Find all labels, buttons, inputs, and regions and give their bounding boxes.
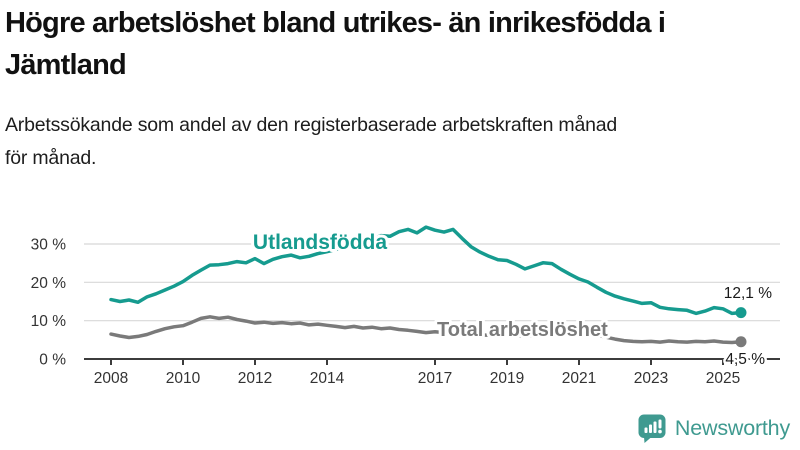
series-end-dot-total-arbetsl-shet xyxy=(735,336,747,348)
brand-footer: Newsworthy xyxy=(637,413,790,443)
title-line-1: Högre arbetslöshet bland utrikes- än inr… xyxy=(5,7,666,39)
y-tick-label: 0 % xyxy=(39,352,66,369)
page-title: Högre arbetslöshet bland utrikes- än inr… xyxy=(5,2,796,86)
x-tick-label: 2019 xyxy=(490,370,524,387)
y-tick-label: 30 % xyxy=(31,237,67,254)
newsworthy-logo-icon xyxy=(638,414,666,443)
chart-subtitle: Arbetssökande som andel av den registerb… xyxy=(5,109,796,175)
x-tick-label: 2021 xyxy=(562,370,596,387)
y-tick-label: 10 % xyxy=(31,313,67,330)
series-label-utlandsf-dda: Utlandsfödda xyxy=(253,231,387,254)
series-end-value-label-total-arbetsl-shet: 4,5 % xyxy=(725,351,765,368)
series-end-dot-utlandsf-dda xyxy=(735,307,747,319)
x-tick-label: 2025 xyxy=(706,370,740,387)
subtitle-line-1: Arbetssökande som andel av den registerb… xyxy=(5,114,618,136)
x-tick-label: 2008 xyxy=(94,370,128,387)
series-line-utlandsf-dda xyxy=(109,225,743,316)
series-end-value-label-utlandsf-dda: 12,1 % xyxy=(724,285,772,302)
chart-header: Högre arbetslöshet bland utrikes- än inr… xyxy=(5,2,796,175)
brand-name: Newsworthy xyxy=(674,415,790,440)
x-tick-label: 2012 xyxy=(238,370,272,387)
title-line-2: Jämtland xyxy=(5,49,127,81)
series-line-total-arbetsl-shet xyxy=(109,315,743,345)
x-tick-label: 2014 xyxy=(310,370,345,387)
x-tick-label: 2010 xyxy=(166,370,201,387)
y-tick-label: 20 % xyxy=(31,275,67,292)
x-tick-label: 2017 xyxy=(418,370,452,387)
x-tick-label: 2023 xyxy=(634,370,668,387)
series-label-total-arbetsl-shet: Total arbetslöshet xyxy=(437,319,608,341)
subtitle-line-2: för månad. xyxy=(5,147,97,169)
